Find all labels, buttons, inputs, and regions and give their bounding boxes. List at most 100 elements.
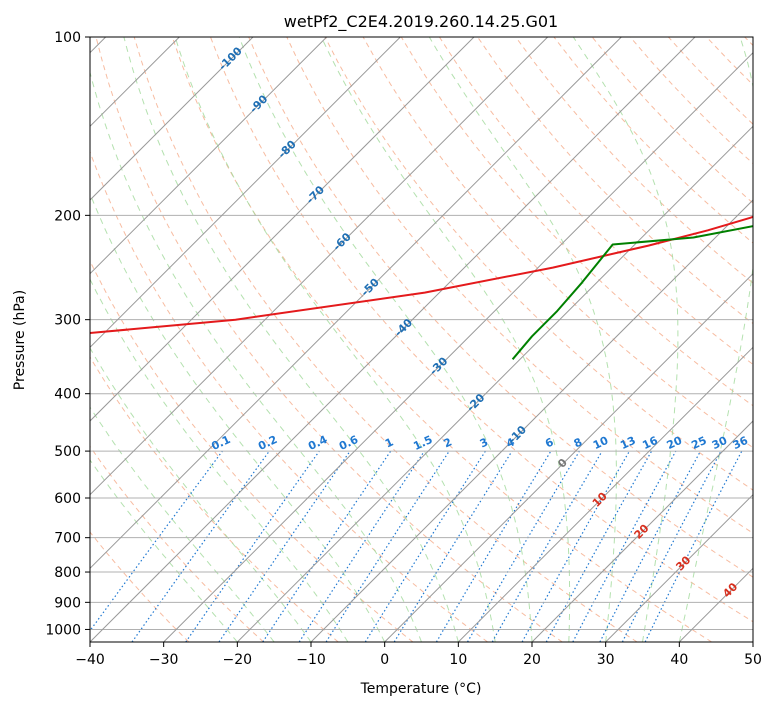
mixing-ratio-label: 36 bbox=[731, 434, 751, 452]
moist-adiabat-line bbox=[174, 37, 496, 642]
y-tick-label: 200 bbox=[54, 208, 81, 224]
x-tick-label: −20 bbox=[223, 652, 253, 668]
mixing-ratio-line bbox=[325, 450, 450, 642]
dry-adiabat-line bbox=[668, 37, 753, 125]
mixing-ratio-label: 0.4 bbox=[306, 433, 329, 453]
mixing-ratio-line bbox=[466, 450, 580, 642]
dewpoint-profile-line bbox=[511, 225, 753, 360]
dry-adiabat-line bbox=[400, 37, 753, 407]
mixing-ratio-label: 30 bbox=[710, 434, 730, 452]
mixing-ratio-line bbox=[185, 450, 320, 642]
isotherm-line bbox=[752, 641, 753, 642]
isotherm-line bbox=[310, 199, 753, 642]
y-tick-label: 300 bbox=[54, 313, 81, 329]
isotherm-line bbox=[90, 37, 696, 642]
isotherm-line bbox=[236, 125, 753, 642]
mixing-ratio-label: 25 bbox=[689, 434, 708, 452]
y-tick-label: 1000 bbox=[45, 622, 81, 638]
mixing-ratio-label: 0.1 bbox=[209, 433, 232, 453]
isotherm-line bbox=[163, 51, 753, 642]
mixing-ratio-label: 20 bbox=[665, 434, 685, 452]
chart-title: wetPf2_C2E4.2019.260.14.25.G01 bbox=[284, 12, 558, 32]
mixing-ratio-line bbox=[218, 450, 351, 642]
mixing-ratio-label: 0.2 bbox=[256, 433, 279, 453]
dry-adiabat-line bbox=[744, 37, 753, 47]
dry-adiabat-line bbox=[133, 37, 638, 642]
isotherm-line bbox=[678, 567, 753, 642]
x-tick-label: 0 bbox=[380, 652, 389, 668]
mixing-ratio-label: 3 bbox=[478, 435, 490, 450]
mixing-ratio-line bbox=[521, 450, 631, 642]
y-tick-label: 500 bbox=[54, 444, 81, 460]
x-tick-label: 30 bbox=[597, 652, 615, 668]
dry-adiabat-line bbox=[90, 445, 264, 642]
x-tick-label: 20 bbox=[523, 652, 541, 668]
y-axis-label: Pressure (hPa) bbox=[12, 290, 28, 390]
mixing-ratio-line bbox=[90, 450, 223, 632]
dry-adiabat-line bbox=[90, 356, 339, 642]
dry-adiabat-line bbox=[210, 37, 753, 623]
mixing-ratio-line bbox=[572, 450, 677, 642]
x-tick-label: 10 bbox=[449, 652, 467, 668]
dry-adiabat-line bbox=[90, 150, 488, 642]
mixing-ratio-line bbox=[599, 450, 702, 642]
isotherm-line bbox=[90, 37, 401, 349]
mixing-ratio-line bbox=[298, 450, 425, 642]
dry-adiabat-line bbox=[438, 37, 753, 366]
y-tick-label: 900 bbox=[54, 595, 81, 611]
y-tick-label: 700 bbox=[54, 531, 81, 547]
isotherm-line bbox=[90, 37, 622, 570]
y-tick-label: 400 bbox=[54, 387, 81, 403]
mixing-ratio-line bbox=[644, 450, 743, 642]
x-tick-label: −40 bbox=[75, 652, 105, 668]
moist-adiabat-line bbox=[678, 37, 753, 642]
x-axis-label: Temperature (°C) bbox=[360, 681, 482, 697]
mixing-ratio-line bbox=[435, 450, 552, 642]
y-tick-label: 800 bbox=[54, 565, 81, 581]
moist-adiabat-line bbox=[238, 37, 533, 642]
isotherm-line bbox=[531, 420, 753, 642]
dry-adiabat-line bbox=[171, 37, 712, 642]
y-tick-label: 600 bbox=[54, 491, 81, 507]
x-tick-label: −30 bbox=[149, 652, 179, 668]
x-tick-label: 50 bbox=[744, 652, 762, 668]
mixing-ratio-line bbox=[393, 450, 513, 642]
mixing-ratio-label: 8 bbox=[572, 435, 584, 450]
background-lines bbox=[90, 37, 753, 642]
mixing-ratio-line bbox=[262, 450, 392, 642]
dry-adiabat-line bbox=[248, 37, 753, 578]
mixing-ratio-label: 13 bbox=[618, 434, 637, 452]
mixing-ratio-label: 10 bbox=[591, 434, 611, 452]
dry-adiabat-line bbox=[90, 259, 414, 642]
y-tick-label: 100 bbox=[54, 30, 81, 46]
mixing-ratio-label: 1.5 bbox=[411, 433, 434, 453]
moist-adiabat-line bbox=[320, 37, 571, 642]
mixing-ratio-label: 16 bbox=[640, 434, 660, 452]
annotation-layer: 0.1 0.2 0.4 0.6 1 1.5 2 3 4 6 8 10 13 16 20 25 30 36-100-… bbox=[209, 44, 750, 600]
moist-adiabat-line bbox=[90, 459, 238, 642]
temperature-profile-line bbox=[90, 215, 753, 335]
isotherm-line bbox=[90, 37, 254, 201]
dry-adiabat-line bbox=[591, 37, 753, 204]
grid bbox=[90, 37, 753, 642]
dry-adiabat-line bbox=[706, 37, 753, 86]
moist-adiabat-line bbox=[123, 37, 459, 642]
isotherm-line bbox=[384, 272, 753, 642]
x-tick-label: 40 bbox=[670, 652, 688, 668]
isotherm-line bbox=[90, 37, 328, 275]
moist-adiabat-line bbox=[572, 37, 679, 642]
isotherm-line bbox=[457, 346, 753, 642]
series-layer bbox=[90, 215, 753, 360]
y-axis: 1000 900 800 700 600 500 400 300 200 100 bbox=[45, 30, 90, 638]
isotherm-line bbox=[90, 37, 549, 496]
dry-adiabat-line bbox=[515, 37, 753, 284]
mixing-ratio-line bbox=[545, 450, 653, 642]
moist-adiabat-line bbox=[90, 278, 349, 642]
x-tick-label: −10 bbox=[296, 652, 326, 668]
isotherm-line bbox=[605, 493, 753, 642]
moist-adiabat-line bbox=[90, 70, 422, 642]
moist-adiabat-line bbox=[90, 347, 312, 642]
moist-adiabat-line bbox=[90, 192, 386, 642]
